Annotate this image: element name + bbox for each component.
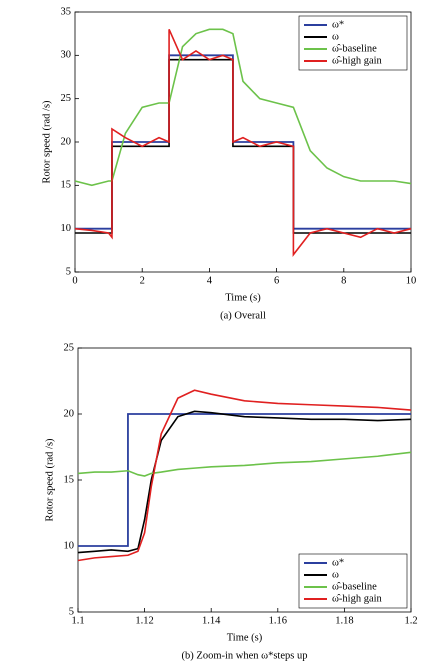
x-tick-label: 1.14 [202, 615, 221, 626]
y-axis-label: Rotor speed (rad /s) [41, 100, 52, 184]
legend-label: ω [332, 31, 339, 42]
y-tick-label: 5 [69, 606, 74, 617]
x-tick-label: 2 [140, 275, 145, 286]
x-axis-label: Time (s) [225, 292, 261, 303]
caption: (a) Overall [220, 310, 266, 321]
x-tick-label: 10 [406, 275, 417, 286]
legend-label: ω* [332, 19, 344, 30]
legend-label: ω̂-high gain [332, 593, 383, 604]
y-tick-label: 25 [61, 93, 72, 104]
legend-label: ω [332, 569, 339, 580]
series-line [74, 29, 412, 258]
legend-label: ω̂-baseline [332, 43, 377, 54]
y-tick-label: 10 [61, 223, 72, 234]
x-tick-label: 8 [341, 275, 346, 286]
x-tick-label: 0 [72, 275, 77, 286]
y-tick-label: 20 [61, 136, 72, 147]
y-tick-label: 10 [64, 540, 75, 551]
x-tick-label: 1.2 [404, 615, 417, 626]
series-line [77, 410, 412, 554]
y-tick-label: 25 [64, 342, 75, 353]
legend-label: ω̂-baseline [332, 581, 377, 592]
series-line [77, 389, 412, 562]
x-tick-label: 1.12 [135, 615, 153, 626]
x-tick-label: 6 [274, 275, 279, 286]
y-tick-label: 15 [61, 180, 72, 191]
series-line [75, 58, 411, 234]
legend-label: ω̂-high gain [332, 55, 383, 66]
y-axis-label: Rotor speed (rad /s) [44, 438, 55, 522]
y-tick-label: 5 [66, 266, 71, 277]
x-tick-label: 1.1 [71, 615, 84, 626]
legend-label: ω* [332, 557, 344, 568]
x-tick-label: 1.18 [335, 615, 353, 626]
y-tick-label: 35 [61, 6, 72, 17]
y-tick-label: 15 [64, 474, 75, 485]
y-tick-label: 20 [64, 408, 75, 419]
caption: (b) Zoom-in when ω*steps up [182, 650, 308, 661]
series-line [75, 54, 411, 230]
y-tick-label: 30 [61, 50, 72, 61]
series-line [78, 413, 411, 547]
x-tick-label: 1.16 [269, 615, 287, 626]
series-line [77, 451, 412, 477]
series-line [74, 28, 412, 187]
x-axis-label: Time (s) [227, 632, 263, 643]
x-tick-label: 4 [207, 275, 213, 286]
